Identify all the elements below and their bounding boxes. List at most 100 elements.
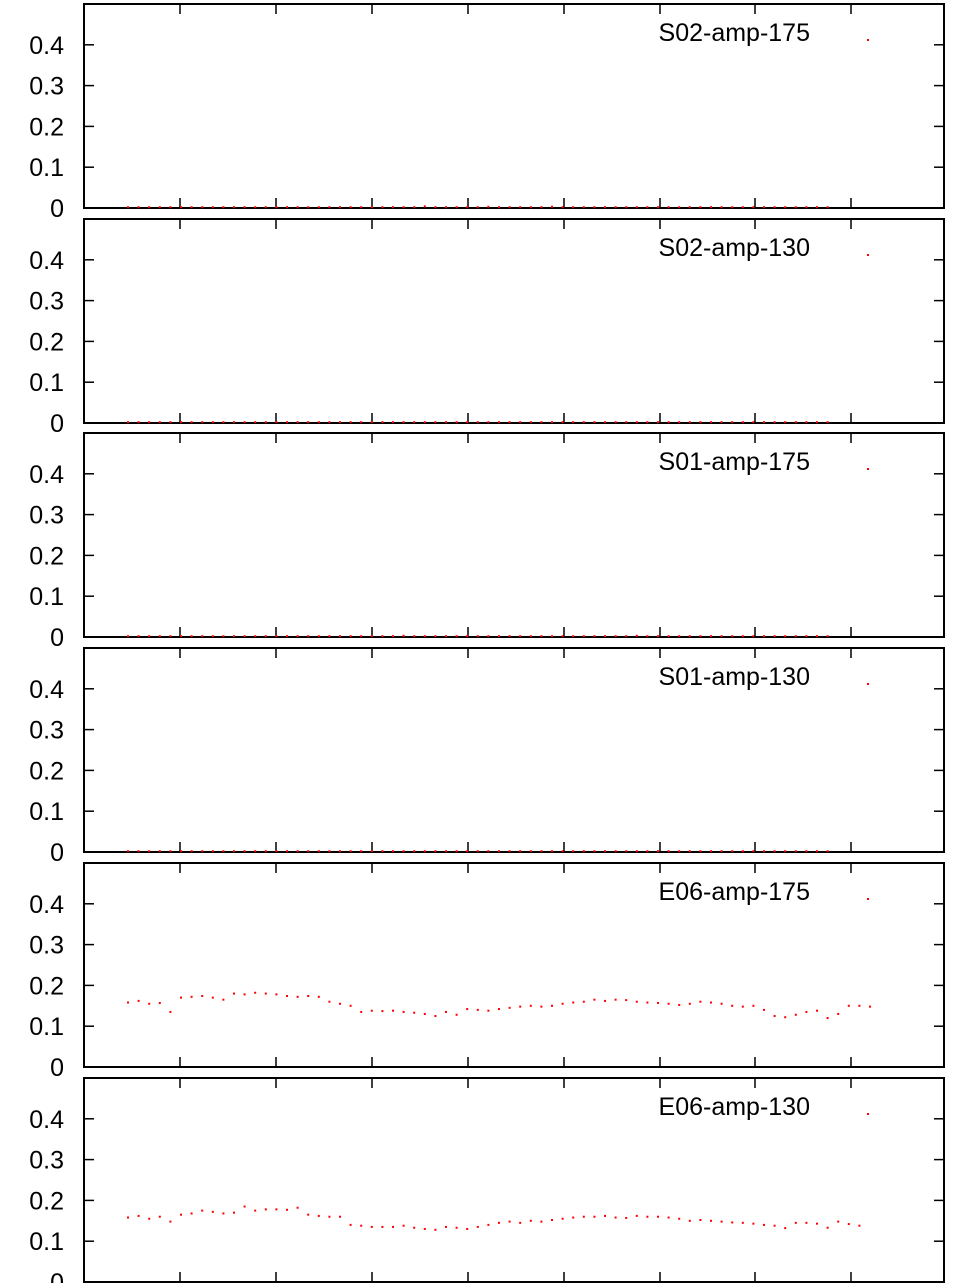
- data-point: [201, 995, 204, 998]
- data-point: [794, 635, 797, 638]
- data-point: [826, 1017, 829, 1020]
- data-point: [572, 1001, 575, 1004]
- y-tick-label: 0.2: [29, 328, 64, 356]
- data-point: [794, 421, 797, 424]
- y-tick-label: 0.4: [29, 676, 64, 704]
- data-point: [148, 421, 151, 424]
- data-point: [307, 421, 310, 424]
- data-point: [487, 850, 490, 853]
- data-point: [233, 421, 235, 424]
- data-point: [487, 635, 490, 638]
- data-point: [275, 993, 278, 996]
- data-point: [445, 206, 447, 209]
- data-point: [678, 850, 681, 853]
- data-point: [296, 206, 299, 209]
- data-point: [752, 850, 755, 853]
- data-point: [402, 850, 405, 853]
- data-point: [328, 206, 331, 209]
- data-point: [604, 206, 606, 209]
- data-point: [222, 635, 225, 638]
- data-point: [413, 1226, 416, 1229]
- data-point: [805, 206, 808, 209]
- y-tick-label: 0.1: [29, 1013, 64, 1041]
- data-point: [572, 206, 575, 209]
- data-point: [551, 1218, 553, 1221]
- data-point: [360, 850, 363, 853]
- data-point: [264, 635, 267, 638]
- data-point: [148, 635, 151, 638]
- legend-label: S02-amp-175: [659, 19, 810, 47]
- data-point: [667, 850, 670, 853]
- data-point: [127, 421, 129, 424]
- data-point: [158, 1215, 161, 1218]
- data-point: [180, 1213, 182, 1216]
- y-tick-label: 0.2: [29, 1187, 64, 1215]
- panel-1: 0 0.1 0.2 0.3 0.4 S02-amp-175: [29, 3, 945, 223]
- data-point: [699, 1218, 702, 1221]
- data-point: [392, 635, 394, 638]
- data-point: [339, 206, 341, 209]
- data-point: [201, 1209, 204, 1212]
- data-point: [551, 1004, 553, 1007]
- data-point: [349, 206, 352, 209]
- data-point: [254, 206, 257, 209]
- data-point: [604, 999, 606, 1002]
- data-point: [593, 635, 596, 638]
- data-point: [307, 850, 310, 853]
- data-point: [667, 1002, 670, 1005]
- data-point: [710, 1001, 712, 1004]
- data-point: [402, 1010, 405, 1013]
- data-point: [837, 1220, 840, 1223]
- legend-label: S01-amp-175: [659, 448, 810, 476]
- data-point: [487, 1009, 490, 1012]
- data-point: [688, 421, 691, 424]
- data-point: [646, 850, 649, 853]
- data-point: [328, 635, 331, 638]
- data-point: [360, 1010, 363, 1013]
- y-tick-label: 0.4: [29, 891, 64, 919]
- data-point: [370, 206, 373, 209]
- data-point: [286, 1208, 288, 1211]
- data-point: [275, 421, 278, 424]
- data-point: [826, 635, 829, 638]
- data-point: [561, 1217, 564, 1220]
- data-point: [667, 421, 670, 424]
- data-point: [434, 1015, 437, 1017]
- data-point: [699, 421, 702, 424]
- y-tick-label: 0.2: [29, 757, 64, 785]
- data-point: [752, 1222, 755, 1225]
- data-point: [816, 421, 818, 424]
- data-point: [731, 1004, 734, 1007]
- data-point: [731, 206, 734, 209]
- data-point: [816, 635, 818, 638]
- y-tick-label: 0.4: [29, 461, 64, 489]
- data-point: [540, 1005, 543, 1008]
- data-point: [646, 1001, 649, 1004]
- data-point: [667, 635, 670, 638]
- data-point: [423, 205, 426, 208]
- data-point: [763, 206, 765, 209]
- data-point: [476, 1008, 479, 1011]
- legend-label: E06-amp-175: [659, 878, 810, 906]
- data-point: [413, 1011, 416, 1014]
- data-point: [190, 206, 193, 209]
- data-point: [286, 850, 288, 853]
- data-point: [381, 850, 384, 853]
- legend-marker: [867, 1113, 869, 1115]
- data-point: [264, 1208, 267, 1211]
- data-point: [816, 206, 818, 209]
- data-point: [678, 635, 681, 638]
- data-point: [476, 1225, 479, 1228]
- data-point: [137, 999, 140, 1002]
- data-point: [328, 1215, 331, 1218]
- data-point: [339, 635, 341, 638]
- data-point: [784, 206, 787, 209]
- data-point: [540, 1220, 543, 1223]
- data-point: [328, 1000, 331, 1003]
- data-point: [264, 992, 267, 995]
- data-point: [731, 1221, 734, 1224]
- data-point: [710, 635, 712, 638]
- data-point: [201, 206, 204, 209]
- data-point: [657, 421, 659, 424]
- y-tick-label: 0.3: [29, 288, 64, 316]
